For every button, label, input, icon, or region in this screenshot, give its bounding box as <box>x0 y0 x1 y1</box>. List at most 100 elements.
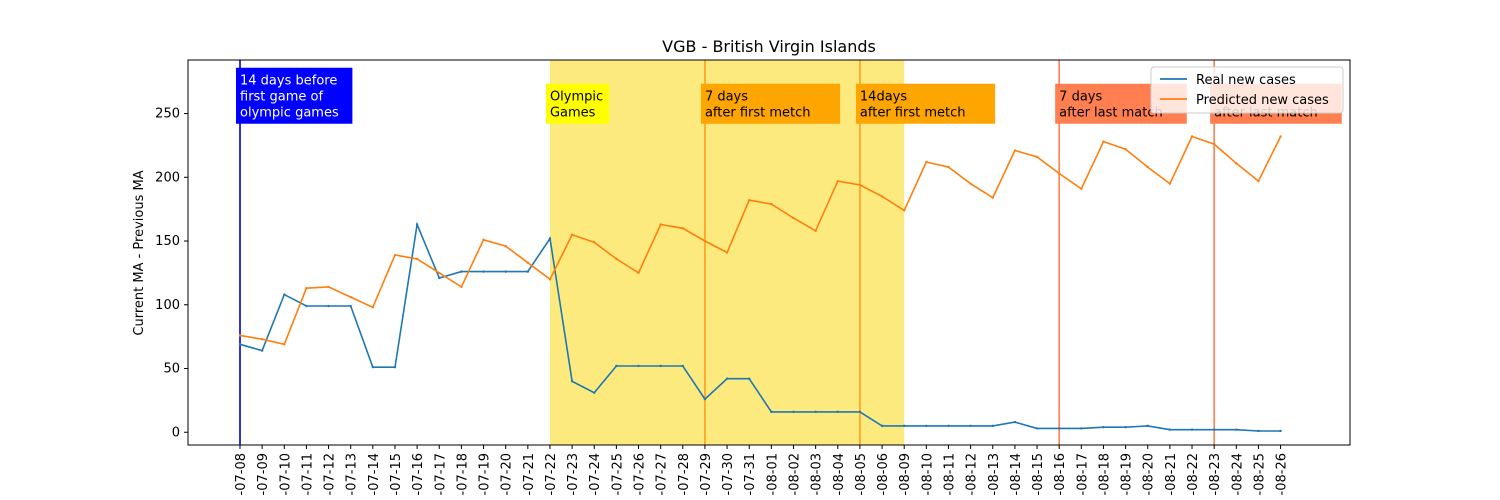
x-tick-label-29: -08-06 <box>876 453 891 495</box>
series-1-point-4 <box>327 285 330 289</box>
x-tick-label-28: -08-05 <box>854 453 869 495</box>
series-1-point-16 <box>593 241 596 244</box>
x-tick-label-10: -07-18 <box>455 453 470 495</box>
series-0-point-12 <box>504 270 507 273</box>
series-0-point-1 <box>260 349 264 352</box>
series-1-point-19 <box>659 223 662 226</box>
series-0-point-30 <box>903 424 906 428</box>
annotation-text-1-0: Olympic <box>550 90 603 105</box>
series-1-point-31 <box>925 160 928 164</box>
series-0-point-7 <box>393 366 397 369</box>
series-1-point-38 <box>1080 187 1083 190</box>
x-tick-label-35: -08-14 <box>1009 453 1024 495</box>
series-0-point-24 <box>770 410 773 414</box>
annotation-text-0-2: olympic games <box>240 106 339 121</box>
series-1-point-7 <box>393 253 397 257</box>
series-0-point-23 <box>748 377 751 380</box>
series-1-point-20 <box>681 227 684 230</box>
x-tick-label-14: -07-22 <box>544 453 559 495</box>
series-1-point-10 <box>460 285 463 289</box>
series-0-point-16 <box>593 391 596 394</box>
series-1-point-21 <box>703 239 707 243</box>
series-1-point-27 <box>836 179 839 183</box>
x-tick-label-6: -07-14 <box>367 453 382 495</box>
series-0-point-26 <box>814 410 817 414</box>
series-1-point-0 <box>238 334 242 337</box>
x-tick-label-42: -08-21 <box>1164 453 1179 495</box>
series-1-point-8 <box>415 257 419 261</box>
x-tick-label-4: -07-12 <box>323 453 338 495</box>
series-0-point-43 <box>1190 428 1194 431</box>
series-0-point-5 <box>349 304 352 308</box>
series-0-point-31 <box>925 424 928 428</box>
annotation-text-3-0: 14days <box>860 90 907 105</box>
series-0-point-6 <box>371 366 375 369</box>
annotation-box-2 <box>700 83 841 124</box>
x-tick-label-18: -07-26 <box>633 453 648 495</box>
x-tick-label-5: -07-13 <box>345 453 360 495</box>
series-line-1 <box>239 135 1282 346</box>
series-0-point-13 <box>526 270 530 273</box>
series-line-0 <box>239 221 1281 432</box>
x-tick-label-15: -07-23 <box>566 453 581 495</box>
x-tick-label-19: -07-27 <box>655 453 670 495</box>
series-1-point-2 <box>283 343 286 346</box>
series-1-point-39 <box>1102 140 1105 143</box>
series-1-point-18 <box>637 271 640 275</box>
series-1-point-37 <box>1057 172 1061 175</box>
annotation-text-4-1: after last match <box>1059 106 1163 121</box>
y-axis-label: Current MA - Previous MA <box>132 170 147 335</box>
series-0-point-32 <box>947 424 950 428</box>
chart-title: VGB - British Virgin Islands <box>662 37 876 56</box>
y-tick-label-2: 100 <box>155 298 180 313</box>
series-1-point-29 <box>880 195 884 198</box>
series-1-point-9 <box>438 271 441 275</box>
series-1-point-25 <box>792 216 795 220</box>
series-0-point-37 <box>1057 427 1061 430</box>
series-0-point-3 <box>305 304 308 308</box>
series-1-point-33 <box>969 182 972 185</box>
annotation-text-4-0: 7 days <box>1059 90 1102 105</box>
series-1-point-45 <box>1235 162 1238 165</box>
series-1-point-26 <box>814 229 817 233</box>
series-0-point-2 <box>283 293 286 296</box>
series-0-point-25 <box>792 410 795 414</box>
x-tick-label-23: -07-31 <box>743 453 758 495</box>
x-tick-label-27: -08-04 <box>832 453 847 495</box>
series-1-point-28 <box>858 183 862 187</box>
series-0-point-22 <box>725 377 729 380</box>
annotation-box-3 <box>855 83 996 124</box>
x-tick-label-32: -08-11 <box>942 453 957 495</box>
series-0-point-41 <box>1146 424 1149 428</box>
annotation-box-1 <box>545 83 610 124</box>
series-0-point-33 <box>969 424 972 428</box>
x-tick-label-8: -07-16 <box>411 453 426 495</box>
series-0-point-39 <box>1102 425 1105 429</box>
series-0-point-44 <box>1212 428 1216 431</box>
x-tick-label-17: -07-25 <box>610 453 625 495</box>
x-tick-label-43: -08-22 <box>1186 453 1201 495</box>
legend-label-0: Real new cases <box>1196 73 1296 88</box>
annotation-text-0-0: 14 days before <box>240 74 337 89</box>
series-0-point-27 <box>836 410 839 414</box>
x-tick-label-34: -08-13 <box>987 453 1002 495</box>
x-tick-label-39: -08-18 <box>1097 453 1112 495</box>
series-1-point-13 <box>526 261 530 264</box>
series-0-point-28 <box>858 410 862 414</box>
x-tick-label-36: -08-15 <box>1031 453 1046 495</box>
x-tick-label-16: -07-24 <box>588 453 603 495</box>
legend-box <box>1150 66 1344 114</box>
series-0-point-0 <box>238 343 242 346</box>
x-tick-label-9: -07-17 <box>433 453 448 495</box>
series-0-point-34 <box>991 424 994 428</box>
annotation-text-0-1: first game of <box>240 90 324 105</box>
series-0-point-45 <box>1235 428 1238 431</box>
legend-label-1: Predicted new cases <box>1196 93 1329 108</box>
x-tick-label-31: -08-10 <box>920 453 935 495</box>
series-1-point-12 <box>504 244 507 248</box>
annotation-text-2-1: after first metch <box>705 106 811 121</box>
x-tick-label-46: -08-25 <box>1252 453 1267 495</box>
series-0-point-15 <box>570 380 574 383</box>
x-tick-label-7: -07-15 <box>389 453 404 495</box>
